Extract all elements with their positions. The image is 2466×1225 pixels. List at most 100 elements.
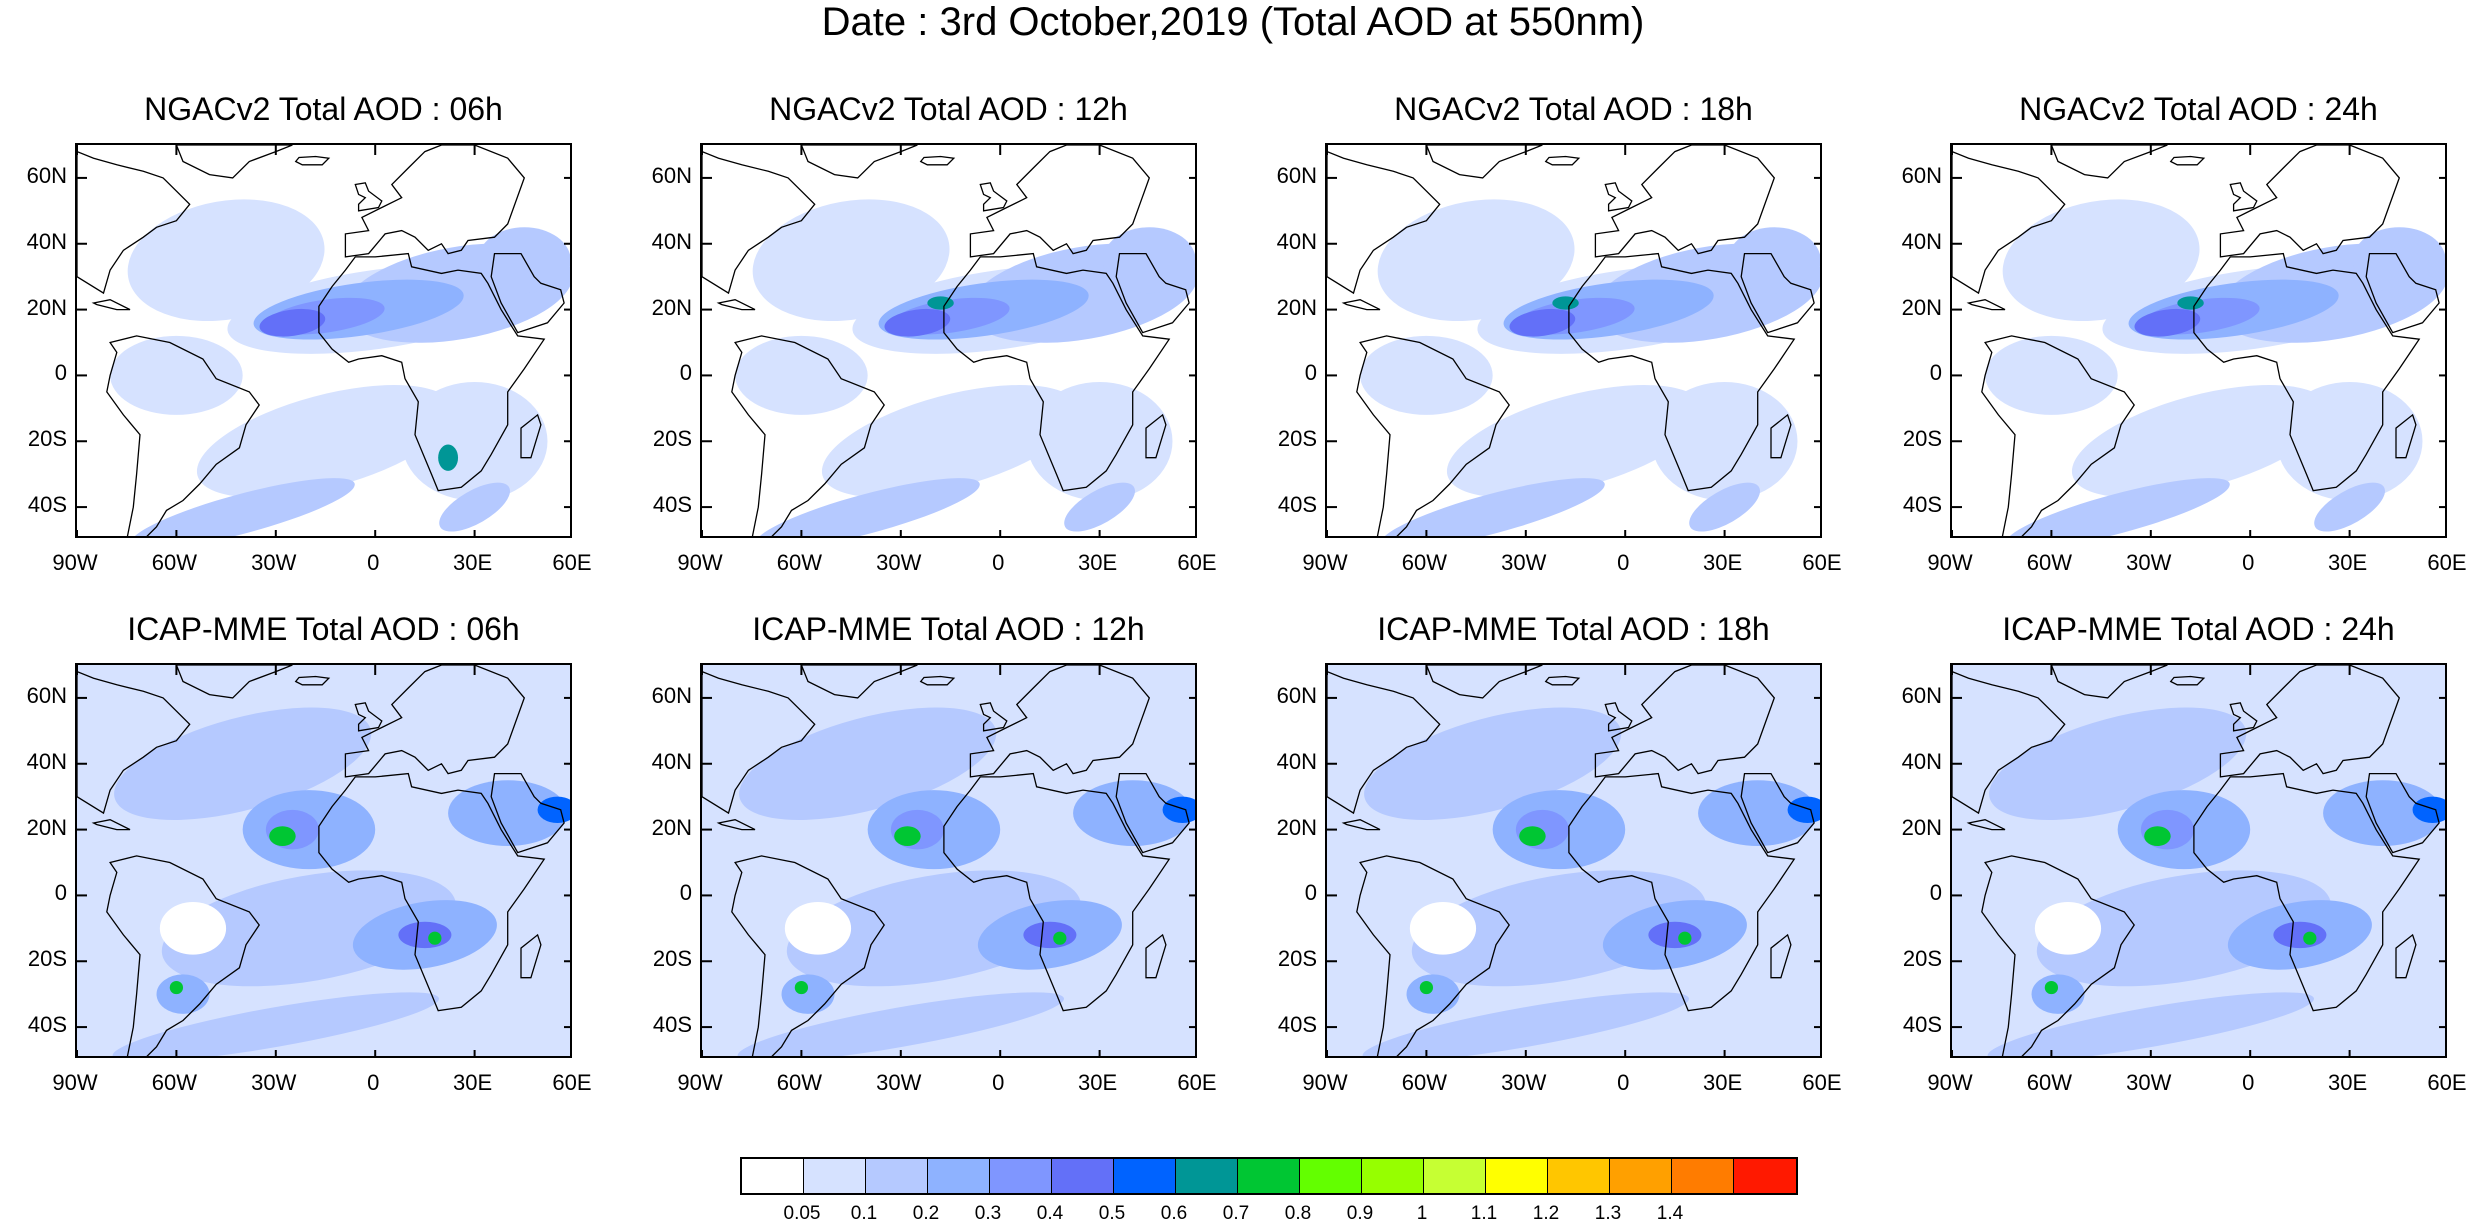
lat-tick-label: 60N xyxy=(26,682,67,708)
british-isles-coastline xyxy=(2229,702,2258,732)
lon-tick-label: 30W xyxy=(251,1070,297,1095)
aod-region xyxy=(1446,385,1705,498)
lon-tick-label: 30E xyxy=(2328,1070,2368,1095)
arabia-coastline xyxy=(1740,772,1815,854)
caribbean-coastline xyxy=(1341,299,1381,311)
lon-tick-label: 0 xyxy=(2242,550,2255,575)
north-america-coastline xyxy=(1952,670,2066,815)
aod-region xyxy=(1985,335,2118,415)
lon-tick-label: 60W xyxy=(1401,550,1448,575)
north-america-coastline xyxy=(1952,150,2066,295)
south-america-coastline xyxy=(1981,335,2135,536)
panel-title: NGACv2 Total AOD : 24h xyxy=(2019,91,2378,127)
colorbar-swatch xyxy=(990,1159,1052,1193)
lon-tick-label: 60E xyxy=(2427,1070,2466,1095)
aod-region xyxy=(2323,780,2443,847)
dust-core xyxy=(2134,308,2201,337)
aod-region xyxy=(1377,199,1575,322)
arabia-coastline xyxy=(490,252,565,334)
lon-tick-label: 60E xyxy=(1802,550,1842,575)
figure-title: Date : 3rd October,2019 (Total AOD at 55… xyxy=(821,0,1645,44)
lon-tick-label: 60W xyxy=(1401,1070,1448,1095)
coastlines xyxy=(1327,145,1815,536)
south-america-coastline xyxy=(106,855,260,1056)
lat-tick-label: 20S xyxy=(27,946,67,972)
aod-map xyxy=(700,663,1197,1058)
aod-map xyxy=(1325,143,1822,538)
europe-coastline xyxy=(344,145,526,258)
colorbar-swatch xyxy=(1548,1159,1610,1193)
iceland-coastline xyxy=(2169,675,2206,686)
colorbar-label: 0.7 xyxy=(1222,1203,1250,1224)
lat-tick-label: 40S xyxy=(652,1012,692,1038)
arabia-coastline xyxy=(2365,252,2440,334)
high-aod-spot xyxy=(2177,296,2204,310)
north-america-coastline xyxy=(1327,670,1441,815)
lon-tick-label: 60W xyxy=(151,1070,198,1095)
lat-tick-label: 40S xyxy=(27,492,67,518)
coastlines xyxy=(702,665,1190,1056)
lon-tick-label: 90W xyxy=(1927,550,1973,575)
lon-tick-label: 90W xyxy=(1302,1070,1348,1095)
coastlines xyxy=(77,665,565,1056)
lon-tick-label: 30E xyxy=(453,1070,493,1095)
aod-region xyxy=(2002,199,2200,322)
colorbar-swatch xyxy=(1672,1159,1734,1193)
aod-region xyxy=(1364,707,1622,820)
arabia-coastline xyxy=(490,772,565,854)
clean-air-region xyxy=(784,902,852,955)
lat-tick-label: 0 xyxy=(1929,360,1942,386)
aod-map xyxy=(1325,663,1822,1058)
greenland-coastline xyxy=(800,145,918,179)
lon-tick-label: 90W xyxy=(1302,550,1348,575)
lon-tick-label: 30E xyxy=(1078,550,1118,575)
greenland-coastline xyxy=(2050,145,2168,179)
lat-tick-label: 20N xyxy=(1901,294,1942,320)
lon-tick-label: 90W xyxy=(52,550,98,575)
arabia-coastline xyxy=(2365,772,2440,854)
lat-tick-label: 0 xyxy=(54,880,67,906)
lon-tick-label: 60W xyxy=(2026,550,2073,575)
colorbar-swatch xyxy=(804,1159,866,1193)
aod-map xyxy=(75,663,572,1058)
north-america-coastline xyxy=(702,150,816,295)
southern-plume xyxy=(130,478,355,536)
north-america-coastline xyxy=(77,670,191,815)
aod-region xyxy=(110,335,243,415)
dust-core xyxy=(259,308,326,337)
aod-region xyxy=(401,382,548,501)
iceland-coastline xyxy=(294,155,331,166)
aod-field xyxy=(77,145,570,536)
lat-tick-label: 20S xyxy=(1277,426,1317,452)
lat-tick-label: 40N xyxy=(26,748,67,774)
africa-coastline xyxy=(1568,252,1796,492)
lat-tick-label: 40S xyxy=(27,1012,67,1038)
arabia-coastline xyxy=(1115,772,1190,854)
colorbar-swatch xyxy=(1052,1159,1114,1193)
aod-region xyxy=(2314,482,2386,532)
aod-region xyxy=(1689,482,1761,532)
lat-tick-label: 60N xyxy=(1901,682,1942,708)
madagascar-coastline xyxy=(520,933,542,979)
aod-region xyxy=(1064,482,1136,532)
colorbar-swatch xyxy=(742,1159,804,1193)
lat-tick-label: 20S xyxy=(1277,946,1317,972)
dust-core xyxy=(1509,308,1576,337)
lon-tick-label: 60E xyxy=(1177,550,1217,575)
africa-coastline xyxy=(318,252,546,492)
high-aod-spot xyxy=(2144,826,2171,847)
high-aod-spot xyxy=(2303,931,2317,945)
lat-tick-label: 40N xyxy=(1276,748,1317,774)
lat-tick-label: 20N xyxy=(651,814,692,840)
colorbar-swatch xyxy=(1300,1159,1362,1193)
lon-tick-label: 60E xyxy=(1177,1070,1217,1095)
north-america-coastline xyxy=(1327,150,1441,295)
panel-title: ICAP-MME Total AOD : 24h xyxy=(2002,611,2395,647)
colorbar-swatch xyxy=(1610,1159,1672,1193)
aod-map xyxy=(1950,663,2447,1058)
lon-tick-label: 0 xyxy=(1617,1070,1630,1095)
aod-region xyxy=(1026,382,1173,501)
clean-air-region xyxy=(1409,902,1477,955)
madagascar-coastline xyxy=(2395,933,2417,979)
south-america-coastline xyxy=(731,855,885,1056)
